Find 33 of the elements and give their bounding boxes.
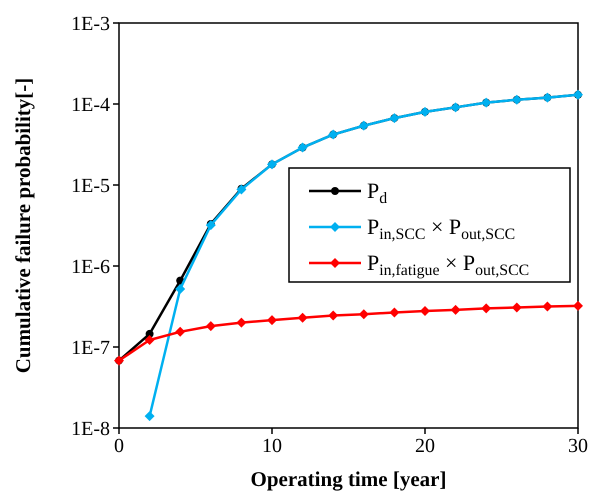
point [420,306,430,316]
point [450,304,461,315]
point [144,411,155,422]
point [542,302,552,312]
point [267,315,277,326]
point [175,284,186,294]
x-tick-label: 0 [114,435,124,457]
legend-label: P$_{d}$ [367,178,388,207]
point [389,307,400,318]
point [328,310,338,320]
y-tick-label: 1E-7 [71,337,110,359]
y-tick-label: 1E-8 [71,418,110,440]
point [512,302,522,313]
point [358,309,369,320]
point [298,312,308,323]
legend-label: P$_{in,fatigue}$ × P$_{out,SCC}$ [367,250,530,279]
point [175,326,186,337]
point [481,303,492,314]
x-tick-label: 20 [415,435,435,457]
y-tick-label: 1E-3 [71,13,110,35]
point [144,335,155,346]
y-tick-label: 1E-4 [71,94,110,116]
legend-label: P$_{in,SCC}$ × P$_{out,SCC}$ [367,214,516,243]
x-axis-title: Operating time [year] [250,467,446,491]
point [573,300,583,311]
x-tick-label: 10 [262,435,282,457]
y-axis-title: Cumulative failure probability[-] [11,78,35,374]
x-tick-label: 30 [568,435,588,457]
point [236,318,246,328]
point [206,220,216,230]
y-tick-label: 1E-5 [71,175,110,197]
y-tick-label: 1E-6 [71,256,110,278]
point [206,321,216,332]
